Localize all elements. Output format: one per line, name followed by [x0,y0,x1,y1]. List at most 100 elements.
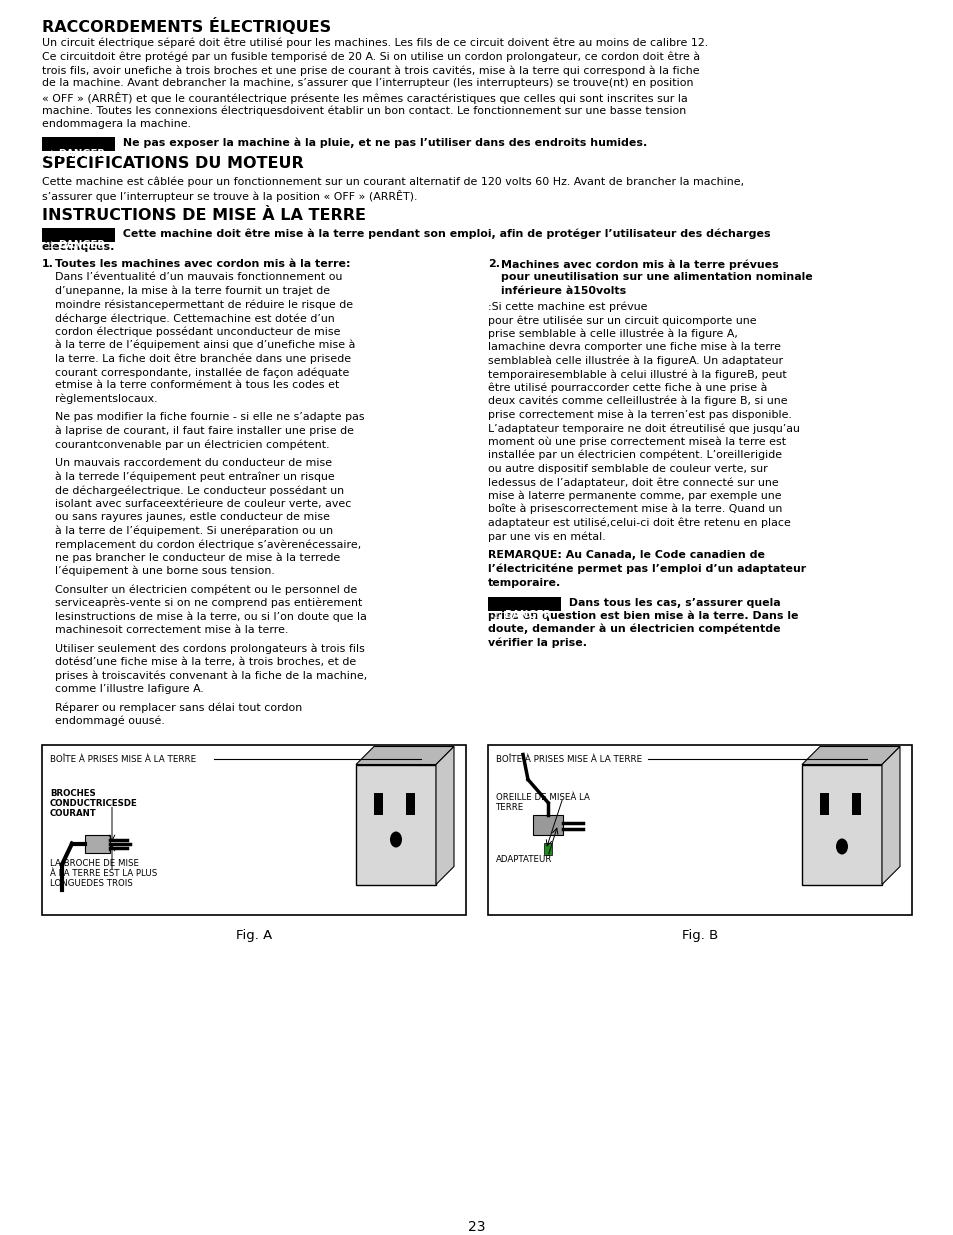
Text: pour uneutilisation sur une alimentation nominale: pour uneutilisation sur une alimentation… [500,273,812,283]
Text: ledessus de l’adaptateur, doit être connecté sur une: ledessus de l’adaptateur, doit être conn… [488,477,778,488]
Text: temporaire.: temporaire. [488,578,560,588]
Text: serviceaprès-vente si on ne comprend pas entièrement: serviceaprès-vente si on ne comprend pas… [55,598,362,609]
Text: COURANT: COURANT [50,809,96,819]
Text: Ne pas modifier la fiche fournie - si elle ne s’adapte pas: Ne pas modifier la fiche fournie - si el… [55,412,364,422]
Text: BOÎTE À PRISES MISE À LA TERRE: BOÎTE À PRISES MISE À LA TERRE [50,755,196,763]
Text: à la terre de l’équipement ainsi que d’unefiche mise à: à la terre de l’équipement ainsi que d’u… [55,340,355,351]
Text: par une vis en métal.: par une vis en métal. [488,531,605,541]
Bar [801,764,882,884]
Text: Utiliser seulement des cordons prolongateurs à trois fils: Utiliser seulement des cordons prolongat… [55,643,364,655]
Text: ADAPTATEUR: ADAPTATEUR [496,855,552,863]
Text: Ce circuitdoit être protégé par un fusible temporisé de 20 A. Si on utilise un c: Ce circuitdoit être protégé par un fusib… [42,52,700,62]
Text: Cette machine est câblée pour un fonctionnement sur un courant alternatif de 120: Cette machine est câblée pour un fonctio… [42,177,743,186]
Text: ⚠: ⚠ [46,240,55,249]
Text: l’équipement à une borne sous tension.: l’équipement à une borne sous tension. [55,566,274,577]
Text: doute, demander à un électricien compétentde: doute, demander à un électricien compéte… [488,624,780,635]
Text: LA BROCHE DE MISE: LA BROCHE DE MISE [50,860,139,868]
Text: machine. Toutes les connexions électriquesdoivent établir un bon contact. Le fon: machine. Toutes les connexions électriqu… [42,105,685,116]
Text: moment où une prise correctement miseà la terre est: moment où une prise correctement miseà l… [488,436,785,447]
Text: inférieure à150volts: inférieure à150volts [500,287,625,296]
Polygon shape [355,746,454,764]
Text: :Si cette machine est prévue: :Si cette machine est prévue [488,301,647,312]
Text: BOÎTE À PRISES MISE À LA TERRE: BOÎTE À PRISES MISE À LA TERRE [496,755,641,763]
Text: Toutes les machines avec cordon mis à la terre:: Toutes les machines avec cordon mis à la… [55,259,350,269]
Text: TERRE: TERRE [496,803,524,811]
Text: 23: 23 [468,1220,485,1234]
Text: DANGER: DANGER [503,610,551,620]
Ellipse shape [390,831,401,847]
Text: BROCHES: BROCHES [50,789,95,799]
Bar [42,227,115,242]
Text: CONDUCTRICESDE: CONDUCTRICESDE [50,799,137,809]
Text: machinesoit correctement mise à la terre.: machinesoit correctement mise à la terre… [55,625,288,635]
Text: Fig. B: Fig. B [681,930,718,942]
Bar [820,793,828,815]
Text: comme l’illustre lafigure A.: comme l’illustre lafigure A. [55,684,204,694]
Text: Dans tous les cas, s’assurer quela: Dans tous les cas, s’assurer quela [564,598,780,608]
Text: 2.: 2. [488,259,499,269]
Polygon shape [801,746,899,764]
Text: Ne pas exposer la machine à la pluie, et ne pas l’utiliser dans des endroits hum: Ne pas exposer la machine à la pluie, et… [119,137,646,148]
Text: DANGER: DANGER [58,149,105,159]
Text: lamachine devra comporter une fiche mise à la terre: lamachine devra comporter une fiche mise… [488,342,781,352]
Text: décharge électrique. Cettemachine est dotée d’un: décharge électrique. Cettemachine est do… [55,312,335,324]
Text: Consulter un électricien compétent ou le personnel de: Consulter un électricien compétent ou le… [55,584,356,595]
Text: endommagé ouusé.: endommagé ouusé. [55,716,165,726]
Text: être utilisé pourraccorder cette fiche à une prise à: être utilisé pourraccorder cette fiche à… [488,383,766,393]
Text: à la terre de l’équipement. Si uneréparation ou un: à la terre de l’équipement. Si unerépara… [55,526,333,536]
Bar [406,793,415,815]
Bar [533,815,562,835]
Text: isolant avec surfaceextérieure de couleur verte, avec: isolant avec surfaceextérieure de couleu… [55,499,351,509]
Text: prise correctement mise à la terren’est pas disponible.: prise correctement mise à la terren’est … [488,410,791,420]
Text: deux cavités comme celleillustrée à la figure B, si une: deux cavités comme celleillustrée à la f… [488,396,787,406]
Text: « OFF » (ARRÊT) et que le courantélectrique présente les mêmes caractéristiques : « OFF » (ARRÊT) et que le courantélectri… [42,91,687,104]
Text: endommagera la machine.: endommagera la machine. [42,119,191,128]
Text: Un mauvais raccordement du conducteur de mise: Un mauvais raccordement du conducteur de… [55,458,332,468]
Bar [488,597,560,611]
Text: d’unepanne, la mise à la terre fournit un trajet de: d’unepanne, la mise à la terre fournit u… [55,287,330,296]
Text: courant correspondante, installée de façon adéquate: courant correspondante, installée de faç… [55,367,349,378]
Bar [374,793,382,815]
Text: temporairesemblable à celui illustré à la figureB, peut: temporairesemblable à celui illustré à l… [488,369,786,379]
Text: pour être utilisée sur un circuit quicomporte une: pour être utilisée sur un circuit quicom… [488,315,756,326]
Text: REMARQUE: Au Canada, le Code canadien de: REMARQUE: Au Canada, le Code canadien de [488,551,764,561]
Text: l’électriciténe permet pas l’emploi d’un adaptateur: l’électriciténe permet pas l’emploi d’un… [488,564,805,574]
Text: lesinstructions de mise à la terre, ou si l’on doute que la: lesinstructions de mise à la terre, ou s… [55,611,367,622]
Text: la terre. La fiche doit être branchée dans une prisede: la terre. La fiche doit être branchée da… [55,353,351,364]
Text: prise semblable à celle illustrée à la figure A,: prise semblable à celle illustrée à la f… [488,329,737,338]
Text: à laprise de courant, il faut faire installer une prise de: à laprise de courant, il faut faire inst… [55,426,354,436]
Text: Un circuit électrique séparé doit être utilisé pour les machines. Les fils de ce: Un circuit électrique séparé doit être u… [42,38,707,48]
Text: Réparer ou remplacer sans délai tout cordon: Réparer ou remplacer sans délai tout cor… [55,703,302,713]
Bar [42,745,465,914]
Text: ne pas brancher le conducteur de mise à la terrede: ne pas brancher le conducteur de mise à … [55,552,340,563]
Text: courantconvenable par un électricien compétent.: courantconvenable par un électricien com… [55,440,329,450]
Text: règlementslocaux.: règlementslocaux. [55,394,157,405]
Text: s’assurer que l’interrupteur se trouve à la position « OFF » (ARRÊT).: s’assurer que l’interrupteur se trouve à… [42,190,417,203]
Text: DANGER: DANGER [58,240,105,249]
Text: LONGUEDES TROIS: LONGUEDES TROIS [50,879,132,888]
Text: dotésd’une fiche mise à la terre, à trois broches, et de: dotésd’une fiche mise à la terre, à troi… [55,657,355,667]
Text: ⚠: ⚠ [46,149,55,159]
Text: de déchargeélectrique. Le conducteur possédant un: de déchargeélectrique. Le conducteur pos… [55,485,344,495]
Polygon shape [882,746,899,884]
Polygon shape [436,746,454,884]
Text: semblableà celle illustrée à la figureA. Un adaptateur: semblableà celle illustrée à la figureA.… [488,356,782,366]
Text: SPÉCIFICATIONS DU MOTEUR: SPÉCIFICATIONS DU MOTEUR [42,157,303,172]
Bar [851,793,861,815]
Bar [42,137,115,151]
Bar [543,842,552,855]
Text: remplacement du cordon électrique s’avèrenécessaire,: remplacement du cordon électrique s’avèr… [55,538,361,550]
Text: à la terrede l’équipement peut entraîner un risque: à la terrede l’équipement peut entraîner… [55,472,335,482]
Text: Fig. A: Fig. A [235,930,272,942]
Text: À LA TERRE EST LA PLUS: À LA TERRE EST LA PLUS [50,869,157,878]
Text: INSTRUCTIONS DE MISE À LA TERRE: INSTRUCTIONS DE MISE À LA TERRE [42,207,366,222]
Text: moindre résistancepermettant de réduire le risque de: moindre résistancepermettant de réduire … [55,300,353,310]
Text: trois fils, avoir unefiche à trois broches et une prise de courant à trois cavit: trois fils, avoir unefiche à trois broch… [42,65,699,75]
Text: Machines avec cordon mis à la terre prévues: Machines avec cordon mis à la terre prév… [500,259,778,269]
Text: vérifier la prise.: vérifier la prise. [488,637,586,648]
Text: de la machine. Avant debrancher la machine, s’assurer que l’interrupteur (les in: de la machine. Avant debrancher la machi… [42,79,693,89]
Text: 1.: 1. [42,259,53,269]
Text: Dans l’éventualité d’un mauvais fonctionnement ou: Dans l’éventualité d’un mauvais fonction… [55,273,342,283]
Text: boîte à prisescorrectement mise à la terre. Quand un: boîte à prisescorrectement mise à la ter… [488,504,781,515]
Text: électriques.: électriques. [42,241,115,252]
